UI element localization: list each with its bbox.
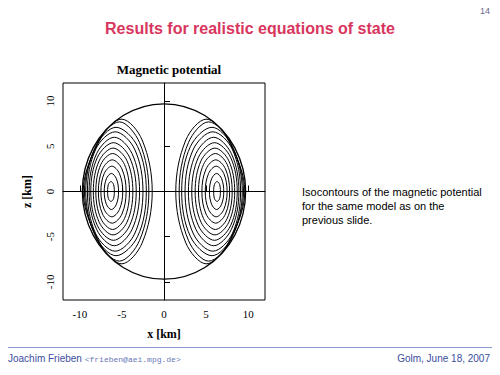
svg-text:5: 5 bbox=[44, 143, 56, 149]
svg-text:-10: -10 bbox=[72, 308, 87, 320]
svg-text:-5: -5 bbox=[44, 232, 56, 242]
html-text:Golm, June 18, 2007: Golm, June 18, 2007 bbox=[397, 353, 490, 364]
svg-text:z [km]: z [km] bbox=[20, 175, 34, 208]
svg-text:10: 10 bbox=[44, 95, 56, 107]
svg-text:0: 0 bbox=[161, 308, 167, 320]
svg-text:5: 5 bbox=[203, 308, 209, 320]
html-text:Results for realistic equation: Results for realistic equations of state bbox=[105, 20, 395, 37]
html-text:Isocontours of the magnetic po: Isocontours of the magnetic potential fo… bbox=[302, 186, 482, 226]
html-text:14: 14 bbox=[480, 6, 490, 16]
svg-text:10: 10 bbox=[243, 308, 255, 320]
svg-text:0: 0 bbox=[44, 188, 56, 194]
html-text:Joachim Frieben <frieben@aei.m: Joachim Frieben <frieben@aei.mpg.de> bbox=[8, 353, 181, 364]
svg-text:-5: -5 bbox=[117, 308, 127, 320]
svg-text:x [km]: x [km] bbox=[147, 327, 181, 341]
svg-text:Magnetic potential: Magnetic potential bbox=[117, 62, 222, 77]
svg-text:-10: -10 bbox=[44, 274, 56, 289]
